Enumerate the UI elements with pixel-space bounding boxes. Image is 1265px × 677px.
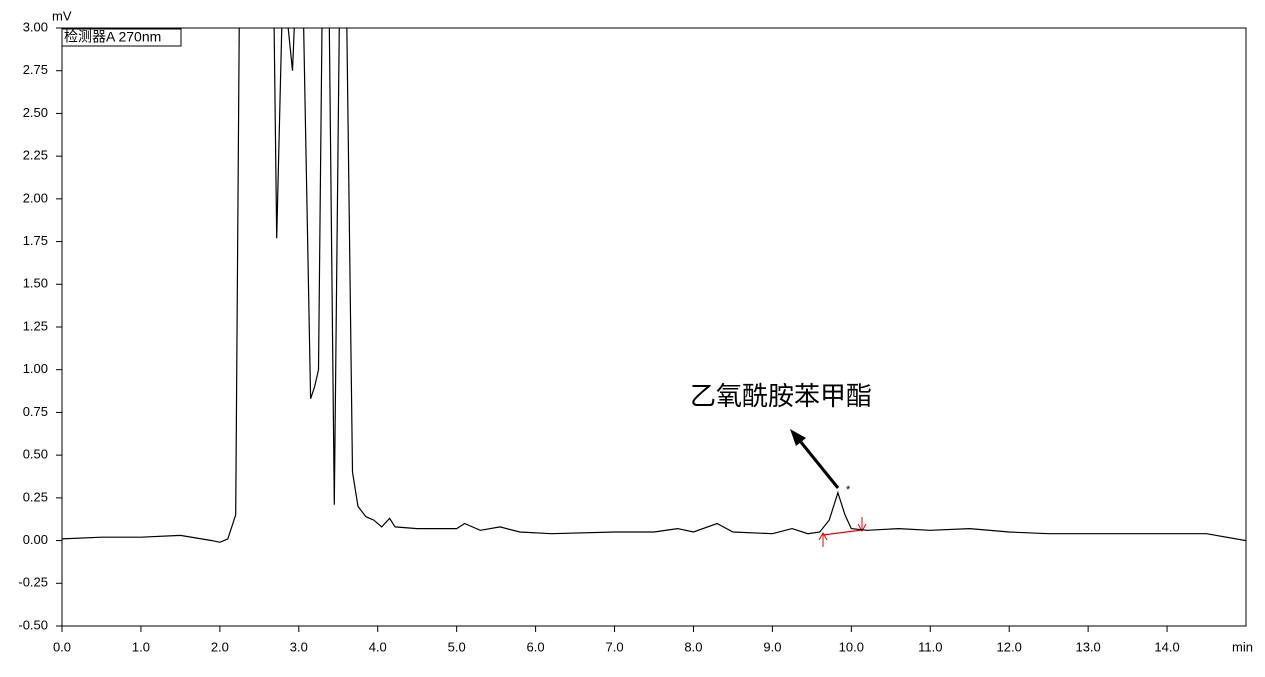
x-tick-label: 1.0 xyxy=(132,639,150,654)
x-tick-label: 3.0 xyxy=(290,639,308,654)
legend-label: 检测器A 270nm xyxy=(64,29,161,45)
plot-area xyxy=(62,28,1246,543)
y-tick-label: 2.00 xyxy=(23,190,48,205)
x-tick-label: 13.0 xyxy=(1075,639,1100,654)
x-tick-label: 5.0 xyxy=(448,639,466,654)
x-tick-label: 0.0 xyxy=(53,639,71,654)
x-tick-label: 8.0 xyxy=(684,639,702,654)
y-tick-label: 1.25 xyxy=(23,318,48,333)
x-tick-label: 7.0 xyxy=(605,639,623,654)
y-tick-label: 1.50 xyxy=(23,276,48,291)
y-tick-label: 2.25 xyxy=(23,148,48,163)
chromatogram-line xyxy=(62,28,1246,543)
legend-box xyxy=(61,28,182,47)
x-tick-label: 6.0 xyxy=(527,639,545,654)
peak-marker: * xyxy=(846,484,851,496)
plot-frame xyxy=(61,27,1247,627)
y-tick-label: -0.50 xyxy=(18,617,48,632)
y-tick-label: 1.00 xyxy=(23,361,48,376)
y-tick-label: 0.75 xyxy=(23,404,48,419)
y-tick-label: 2.50 xyxy=(23,105,48,120)
integration-baseline xyxy=(822,529,863,536)
y-tick-label: 1.75 xyxy=(23,233,48,248)
arrow-head xyxy=(790,429,806,446)
y-tick-label: 0.00 xyxy=(23,532,48,547)
x-tick-label: 2.0 xyxy=(211,639,229,654)
y-axis-label: mV xyxy=(52,8,72,23)
x-tick-label: 12.0 xyxy=(997,639,1022,654)
y-tick-label: 0.25 xyxy=(23,489,48,504)
x-axis-label: min xyxy=(1232,639,1253,654)
y-tick-label: 2.75 xyxy=(23,62,48,77)
x-tick-label: 10.0 xyxy=(839,639,864,654)
annotation: 乙氧酰胺苯甲酯 xyxy=(690,382,872,412)
y-tick-label: -0.25 xyxy=(18,575,48,590)
x-tick-label: 14.0 xyxy=(1154,639,1179,654)
y-tick-label: 3.00 xyxy=(23,19,48,34)
x-tick-label: 11.0 xyxy=(918,639,942,654)
x-tick-label: 9.0 xyxy=(763,639,781,654)
x-tick-label: 4.0 xyxy=(369,639,387,654)
y-tick-label: 0.50 xyxy=(23,447,48,462)
annotation-arrow xyxy=(794,435,840,489)
integration-markers xyxy=(818,517,867,547)
